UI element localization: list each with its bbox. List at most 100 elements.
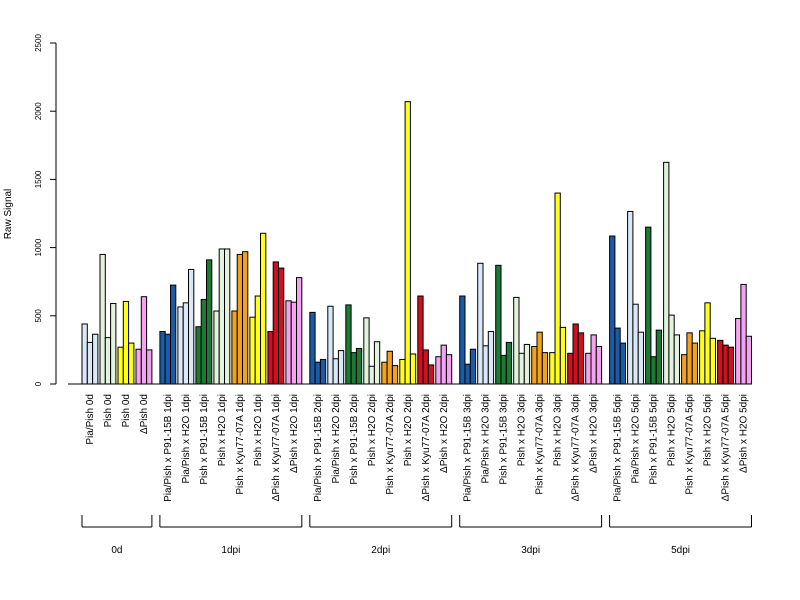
- bar: [290, 301, 298, 385]
- bar: [513, 296, 520, 385]
- bar: [182, 302, 189, 385]
- bar: [655, 329, 663, 385]
- bar: [218, 248, 225, 385]
- bar: [717, 339, 724, 385]
- bar: [327, 305, 334, 385]
- bar: [487, 330, 495, 385]
- bar: [92, 333, 99, 385]
- bar: [417, 295, 424, 385]
- category-label: ΔPish x H2O 3dpi: [589, 394, 600, 473]
- bar: [673, 334, 681, 385]
- y-axis: 0 500 1000 1500 2000 2500: [34, 34, 57, 386]
- bar: [681, 354, 688, 385]
- bar: [464, 363, 471, 385]
- category-label: Pia/Pish x H2O 5dpi: [631, 394, 642, 484]
- bar: [704, 302, 711, 385]
- bar: [296, 277, 303, 385]
- bar: [260, 232, 267, 385]
- group-label: 3dpi: [521, 545, 540, 556]
- bar: [254, 295, 261, 385]
- bar: [319, 358, 327, 385]
- bar: [740, 283, 747, 385]
- category-label: Pish x H2O 2dpi: [403, 394, 414, 466]
- bar: [727, 346, 735, 385]
- bar: [663, 161, 670, 385]
- category-labels: Pia/Pish 0d Pish 0d Pish 0d ΔPish 0d Pia/Pis…: [85, 394, 750, 502]
- y-axis-title: Raw Signal: [3, 189, 14, 240]
- bar: [572, 323, 579, 385]
- bar: [477, 262, 484, 385]
- bar: [164, 333, 171, 385]
- bar: [249, 316, 256, 385]
- category-label: ΔPish x Kyu77-07A 2dpi: [421, 394, 432, 501]
- bar: [567, 352, 574, 385]
- category-label: Pia/Pish x P91-15B 5dpi: [613, 394, 624, 502]
- category-label: Pish x H2O 3dpi: [517, 394, 528, 466]
- bar: [427, 364, 435, 385]
- bar: [135, 348, 142, 385]
- bar: [128, 342, 135, 385]
- bar: [404, 101, 411, 385]
- y-tick-label: 1000: [34, 238, 43, 256]
- bar: [140, 296, 148, 385]
- category-label: Pia/Pish x H2O 3dpi: [481, 394, 492, 484]
- bar: [541, 352, 549, 385]
- category-label: ΔPish x Kyu77-07A 3dpi: [571, 394, 582, 501]
- bar: [345, 304, 352, 385]
- bar: [585, 352, 592, 385]
- bar: [314, 361, 321, 385]
- bar: [81, 323, 88, 385]
- y-tick-label: 0: [34, 381, 43, 386]
- bar: [668, 314, 675, 385]
- bar: [99, 253, 106, 385]
- bar: [686, 332, 693, 385]
- bar: [650, 356, 657, 385]
- bar: [595, 345, 603, 385]
- category-label: ΔPish x H2O 1dpi: [289, 394, 300, 473]
- bar: [590, 334, 597, 385]
- bar: [159, 330, 166, 385]
- bar: [745, 335, 753, 385]
- bar: [337, 350, 345, 385]
- bar: [482, 345, 489, 385]
- category-label: Pish x P91-15B 1dpi: [199, 394, 210, 485]
- bar: [200, 298, 207, 385]
- bar: [523, 343, 531, 385]
- bar: [170, 284, 177, 385]
- bar: [272, 261, 280, 385]
- bar: [177, 306, 184, 385]
- bar: [469, 348, 477, 385]
- bar: [373, 341, 381, 385]
- group-label: 1dpi: [221, 545, 240, 556]
- category-label: Pish x Kyu77-07A 2dpi: [385, 394, 396, 495]
- bar: [368, 365, 375, 385]
- bar: [422, 349, 429, 385]
- category-label: Pish x Kyu77-07A 1dpi: [235, 394, 246, 495]
- bar: [445, 354, 453, 385]
- group-label: 5dpi: [671, 545, 690, 556]
- bar: [619, 342, 627, 385]
- bar: [122, 300, 130, 385]
- group-label: 2dpi: [371, 545, 390, 556]
- bar: [627, 210, 634, 385]
- bars: [81, 101, 753, 385]
- bar: [691, 342, 699, 385]
- category-label: Pish 0d: [121, 394, 132, 427]
- bar: [224, 248, 231, 385]
- bar: [609, 235, 616, 385]
- y-tick-label: 2500: [34, 34, 43, 52]
- group-label: 0d: [111, 545, 122, 556]
- bar: [350, 352, 357, 385]
- bar: [146, 349, 153, 385]
- category-label: Pish x P91-15B 3dpi: [499, 394, 510, 485]
- category-label: Pish x H2O 1dpi: [253, 394, 264, 466]
- bar: [614, 327, 621, 385]
- category-label: Pish x H2O 5dpi: [667, 394, 678, 466]
- group-brackets: 0d 1dpi 2dpi 3dpi 5dpi: [81, 515, 752, 556]
- bar: [549, 352, 556, 385]
- y-tick-label: 500: [34, 309, 43, 323]
- y-tick-label: 2000: [34, 102, 43, 120]
- category-label: Pish 0d: [103, 394, 114, 427]
- bar: [709, 337, 717, 385]
